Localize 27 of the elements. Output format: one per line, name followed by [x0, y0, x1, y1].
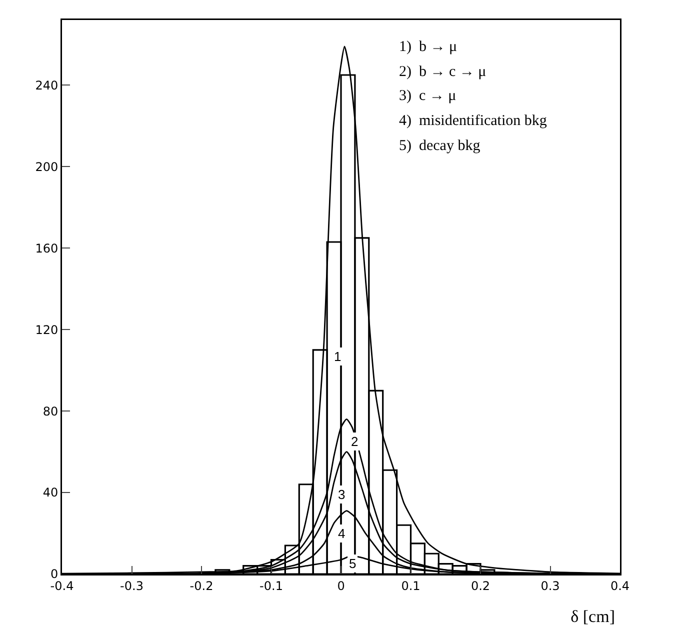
y-tick-label: 0 — [50, 567, 58, 582]
y-tick-label: 160 — [35, 241, 58, 256]
annotation: 3 — [338, 487, 346, 502]
annotation: 1 — [334, 349, 342, 364]
annotation: 2) b → c → μ — [399, 64, 486, 80]
y-tick-label: 240 — [35, 78, 58, 92]
x-tick-label: -0.4 — [50, 578, 74, 593]
x-tick-label: 0.4 — [610, 578, 630, 593]
x-tick-label: 0.2 — [470, 578, 490, 593]
x-tick-label: 0.1 — [401, 578, 420, 593]
x-tick-label: 0 — [337, 578, 345, 593]
x-tick-label: -0.3 — [120, 578, 144, 593]
x-tick-label: 0.3 — [540, 578, 560, 593]
annotation: 4) misidentification bkg — [399, 113, 548, 129]
annotation: 5 — [349, 556, 356, 571]
y-tick-label: 80 — [42, 404, 58, 418]
x-axis-title: δ [cm] — [570, 607, 615, 626]
annotation: 3) c → μ — [399, 88, 456, 104]
annotation: 5) decay bkg — [399, 138, 481, 154]
annotation: 2 — [351, 434, 358, 449]
annotation: 4 — [338, 526, 346, 541]
y-tick-label: 200 — [35, 160, 58, 174]
annotation: 1) b → μ — [399, 39, 458, 55]
y-tick-label: 120 — [35, 322, 58, 337]
x-tick-label: -0.1 — [260, 578, 283, 593]
y-tick-label: 40 — [42, 486, 58, 500]
x-tick-label: -0.2 — [190, 578, 214, 593]
